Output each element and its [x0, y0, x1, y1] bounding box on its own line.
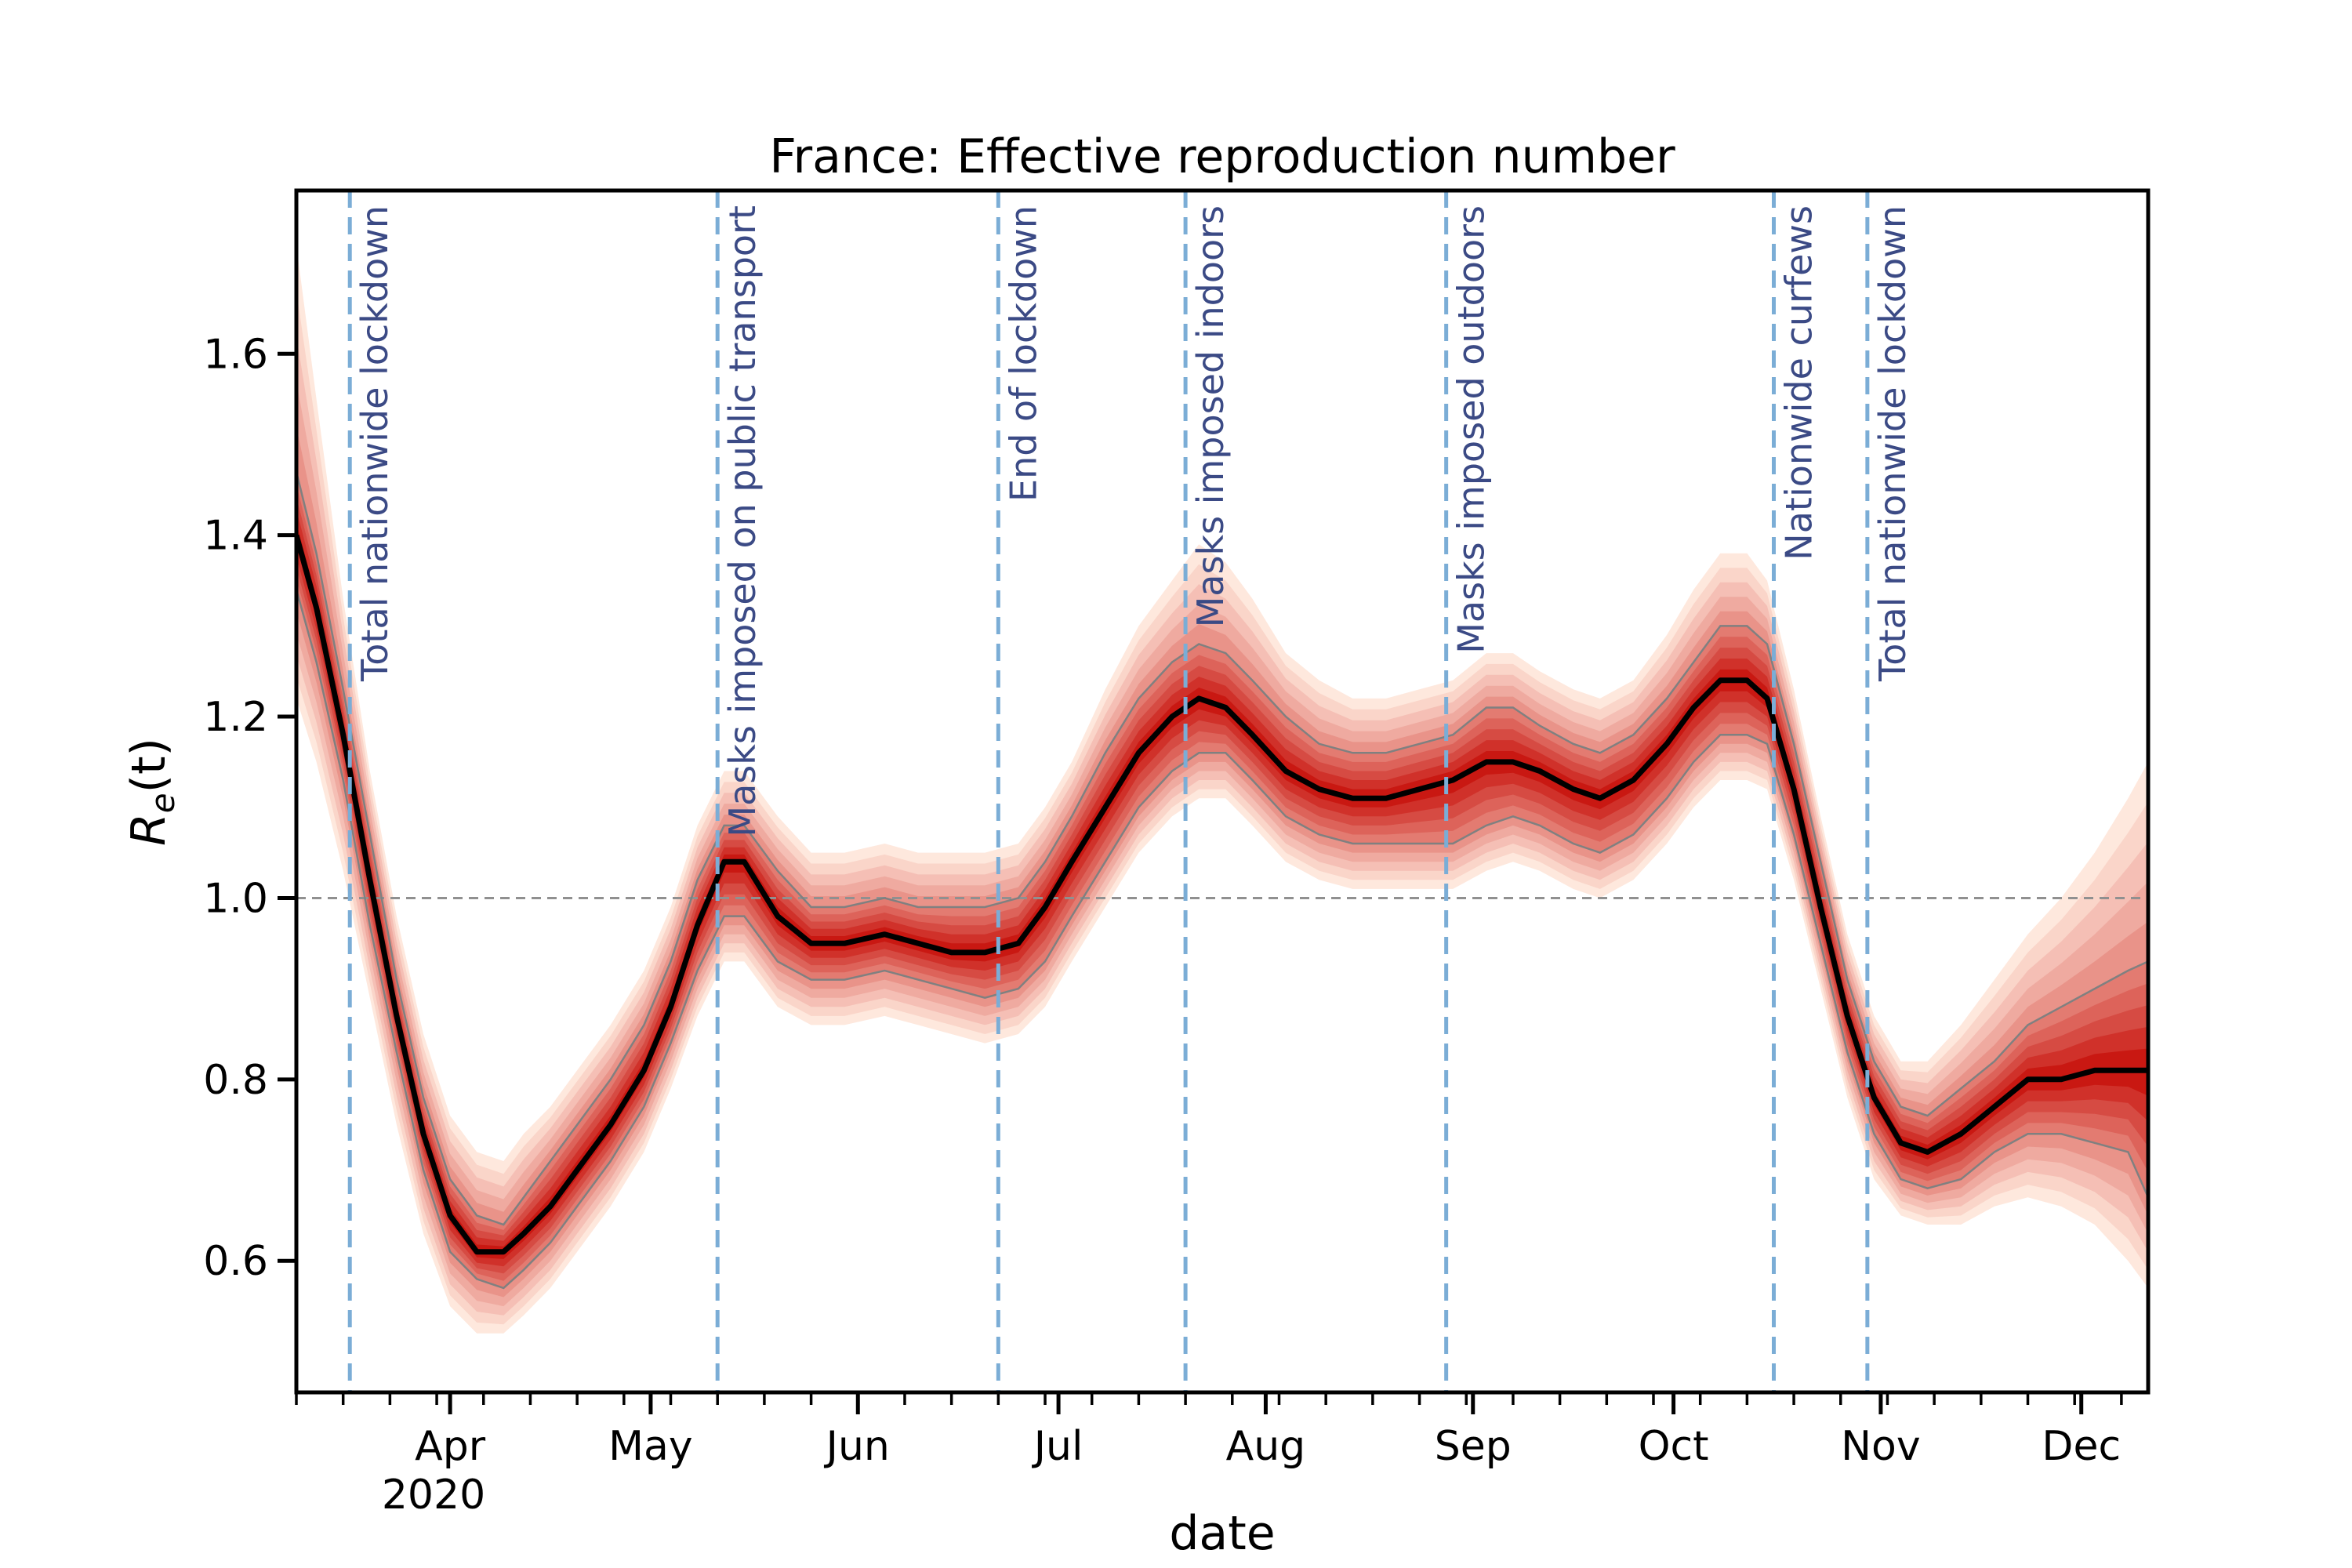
event-label: Masks imposed indoors: [1189, 205, 1232, 627]
y-axis-label-sub: e: [143, 793, 182, 813]
event-label: Total nationwide lockdown: [1871, 205, 1914, 682]
y-tick-label: 1.2: [203, 694, 268, 741]
event-label: Nationwide curfews: [1778, 205, 1820, 561]
y-axis-label-main: R: [122, 813, 176, 846]
y-tick-label: 1.6: [203, 331, 268, 378]
x-tick-label: Jun: [824, 1423, 890, 1470]
x-tick-label: Dec: [2042, 1423, 2121, 1470]
y-tick-label: 1.4: [203, 513, 268, 560]
x-year-label: 2020: [382, 1472, 485, 1519]
uncertainty-band: [296, 471, 2148, 1288]
lower-interval-line: [296, 589, 2148, 1290]
x-tick-label: Apr: [415, 1423, 486, 1470]
y-tick-label: 1.0: [203, 875, 268, 922]
y-tick-label: 0.6: [203, 1238, 268, 1285]
chart-title: France: Effective reproduction number: [769, 129, 1675, 184]
x-tick-label: May: [608, 1423, 693, 1470]
x-tick-label: Nov: [1841, 1423, 1921, 1470]
y-tick-label: 0.8: [203, 1057, 268, 1104]
event-label: Masks imposed on public transport: [721, 205, 764, 837]
median-line: [296, 534, 2148, 1255]
svg-text:Re(t): Re(t): [122, 738, 182, 846]
uncertainty-band: [296, 484, 2148, 1281]
x-tick-label: Sep: [1435, 1423, 1512, 1470]
x-tick-label: Aug: [1226, 1423, 1306, 1470]
plot-area: Total nationwide lockdown Masks imposed o…: [296, 191, 2148, 1392]
y-axis-label: Re(t): [122, 738, 182, 846]
event-label: End of lockdown: [1002, 205, 1044, 502]
plot-frame: [294, 188, 2151, 1395]
upper-interval-line: [296, 471, 2148, 1226]
uncertainty-band: [296, 426, 2148, 1298]
x-tick-label: Oct: [1639, 1423, 1709, 1470]
event-label: Masks imposed outdoors: [1450, 205, 1493, 654]
x-tick-label: Jul: [1032, 1423, 1083, 1470]
x-axis-label: date: [1169, 1506, 1275, 1561]
y-axis-label-rest: (t): [122, 738, 176, 793]
event-label: Total nationwide lockdown: [354, 205, 396, 682]
